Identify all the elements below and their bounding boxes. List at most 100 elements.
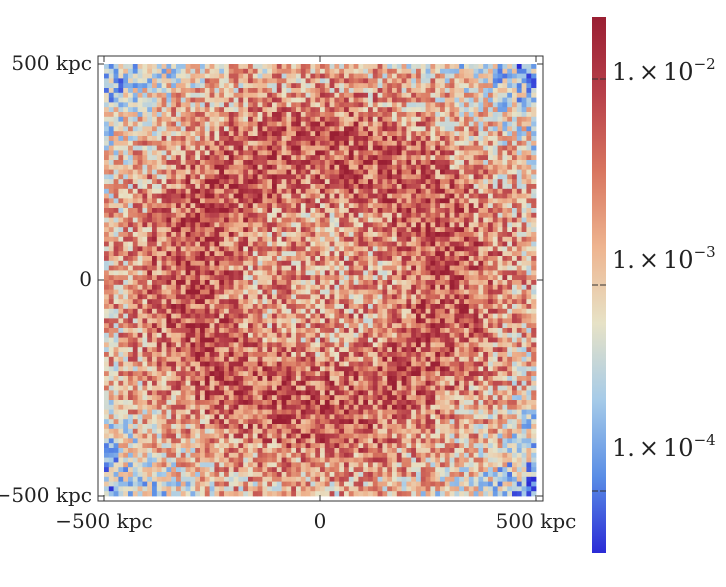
heatmap-cell [425,222,431,228]
heatmap-cell [459,88,465,94]
heatmap-cell [118,64,124,70]
heatmap-cell [204,208,210,214]
heatmap-cell [291,102,297,108]
heatmap-cell [113,270,119,276]
heatmap-cell [195,116,201,122]
heatmap-cell [267,83,273,89]
heatmap-cell [516,155,522,161]
heatmap-cell [204,155,210,161]
heatmap-cell [459,208,465,214]
heatmap-cell [219,232,225,238]
heatmap-cell [516,112,522,118]
heatmap-cell [449,251,455,257]
heatmap-cell [449,102,455,108]
heatmap-cell [334,323,340,329]
heatmap-cell [464,102,470,108]
heatmap-cell [507,107,513,113]
heatmap-cell [440,289,446,295]
heatmap-cell [176,150,182,156]
heatmap-cell [108,64,114,70]
heatmap-cell [171,88,177,94]
heatmap-cell [358,140,364,146]
heatmap-cell [243,227,249,233]
heatmap-cell [233,323,239,329]
heatmap-cell [128,107,134,113]
heatmap-cell [281,284,287,290]
heatmap-cell [113,73,119,79]
heatmap-cell [464,107,470,113]
heatmap-cell [468,280,474,286]
heatmap-cell [497,217,503,223]
heatmap-cell [204,236,210,242]
heatmap-cell [416,97,422,103]
heatmap-cell [204,318,210,324]
heatmap-cell [132,126,138,132]
heatmap-cell [281,169,287,175]
heatmap-cell [440,318,446,324]
heatmap-cell [108,313,114,319]
heatmap-cell [108,107,114,113]
heatmap-cell [468,174,474,180]
heatmap-cell [488,260,494,266]
heatmap-cell [132,83,138,89]
heatmap-cell [449,275,455,281]
heatmap-cell [401,107,407,113]
heatmap-cell [411,299,417,305]
heatmap-cell [228,280,234,286]
heatmap-cell [420,102,426,108]
heatmap-cell [344,88,350,94]
heatmap-cell [425,275,431,281]
heatmap-cell [176,188,182,194]
heatmap-cell [190,304,196,310]
heatmap-cell [324,236,330,242]
heatmap-cell [176,88,182,94]
heatmap-cell [348,140,354,146]
heatmap-cell [142,198,148,204]
heatmap-cell [512,193,518,199]
heatmap-cell [324,294,330,300]
heatmap-cell [392,294,398,300]
heatmap-cell [113,280,119,286]
heatmap-cell [516,260,522,266]
heatmap-cell [377,227,383,233]
heatmap-cell [147,241,153,247]
heatmap-cell [531,184,537,190]
heatmap-cell [152,97,158,103]
heatmap-cell [176,193,182,199]
heatmap-cell [257,284,263,290]
heatmap-cell [276,83,282,89]
heatmap-cell [526,227,532,233]
heatmap-cell [176,203,182,209]
heatmap-cell [132,88,138,94]
heatmap-cell [368,313,374,319]
heatmap-cell [132,256,138,262]
heatmap-cell [296,203,302,209]
heatmap-cell [406,150,412,156]
heatmap-cell [468,299,474,305]
heatmap-cell [161,184,167,190]
heatmap-cell [219,131,225,137]
heatmap-cell [281,64,287,70]
heatmap-cell [377,323,383,329]
heatmap-cell [185,92,191,98]
heatmap-cell [305,289,311,295]
heatmap-cell [171,174,177,180]
heatmap-cell [262,260,268,266]
heatmap-cell [396,131,402,137]
heatmap-cell [420,217,426,223]
heatmap-cell [459,246,465,252]
heatmap-cell [502,203,508,209]
heatmap-cell [161,83,167,89]
heatmap-cell [113,164,119,170]
heatmap-cell [488,304,494,310]
heatmap-cell [420,227,426,233]
heatmap-cell [358,217,364,223]
heatmap-cell [440,184,446,190]
heatmap-cell [310,126,316,132]
heatmap-cell [411,241,417,247]
heatmap-cell [468,184,474,190]
heatmap-cell [488,126,494,132]
heatmap-cell [382,150,388,156]
heatmap-cell [238,73,244,79]
heatmap-cell [392,212,398,218]
